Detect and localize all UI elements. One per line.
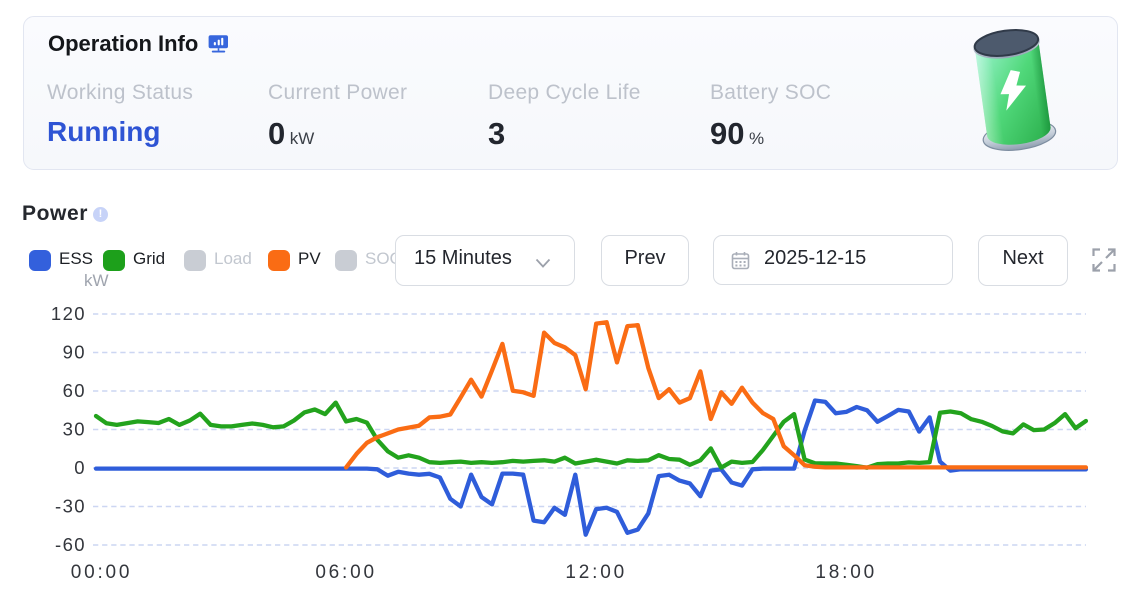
svg-text:30: 30 [63, 419, 86, 440]
svg-text:00:00: 00:00 [71, 562, 133, 583]
svg-text:-60: -60 [55, 534, 86, 555]
svg-text:06:00: 06:00 [315, 562, 377, 583]
svg-text:0: 0 [74, 457, 86, 478]
svg-text:-30: -30 [55, 496, 86, 517]
svg-text:12:00: 12:00 [565, 562, 627, 583]
svg-text:18:00: 18:00 [815, 562, 877, 583]
svg-text:60: 60 [63, 380, 86, 401]
svg-text:120: 120 [51, 303, 86, 324]
svg-text:90: 90 [63, 342, 86, 363]
